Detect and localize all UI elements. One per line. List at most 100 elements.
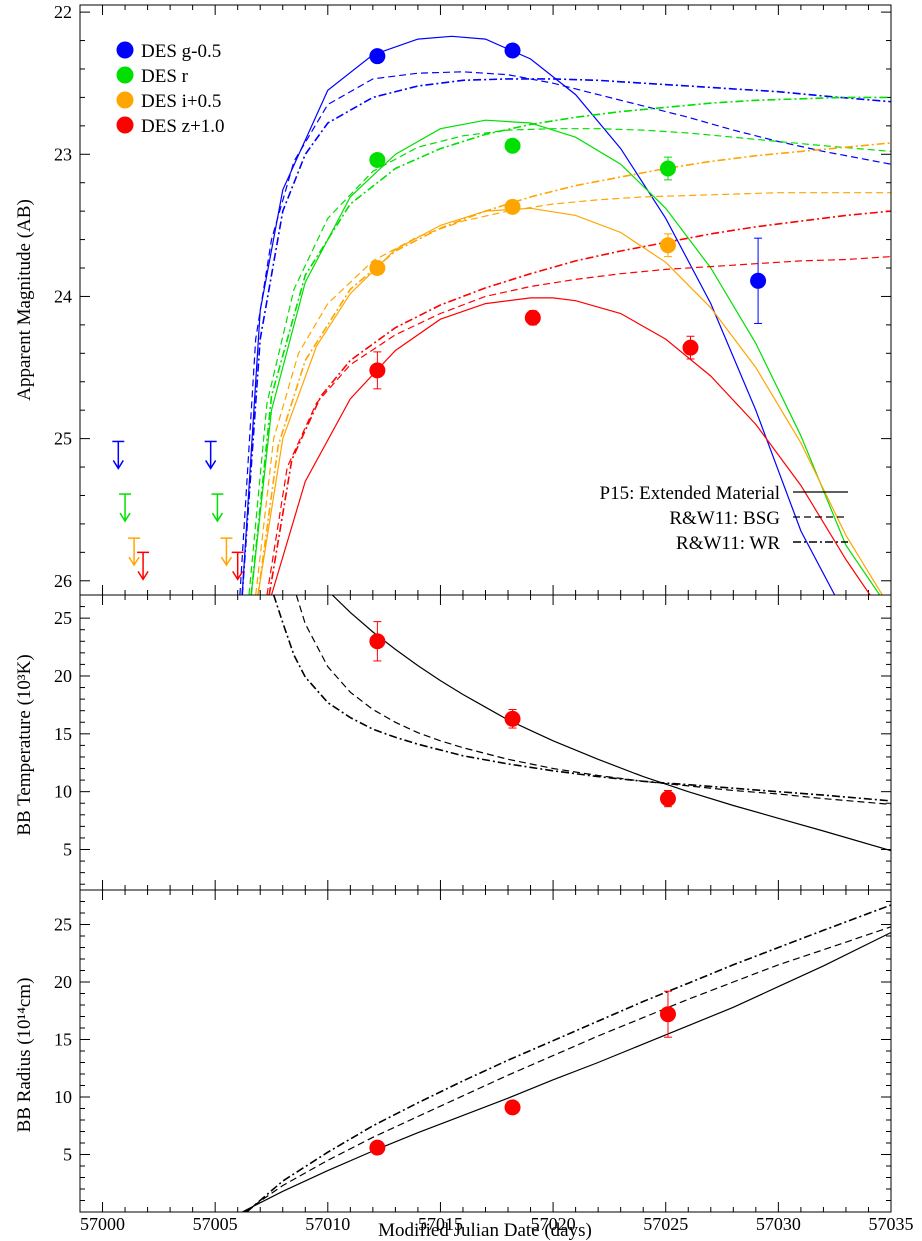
x-tick-label: 57000 — [80, 1214, 125, 1234]
radius-points — [369, 990, 676, 1156]
detection-point-g — [750, 272, 767, 289]
radius-point — [369, 1139, 386, 1156]
magnitude-ylabel: Apparent Magnitude (AB) — [14, 199, 35, 401]
magnitude-x-ticks — [102, 5, 892, 595]
legend-label-g: DES g-0.5 — [141, 41, 221, 62]
model-legend: P15: Extended Material R&W11: BSG R&W11: W… — [600, 483, 848, 554]
upper-limit-arrow-i — [220, 556, 233, 567]
radius-y-ticks: 5 10 15 20 25 — [54, 889, 891, 1213]
temperature-models — [272, 595, 891, 852]
legend-label-z: DES z+1.0 — [141, 116, 225, 137]
model-curve-z-dashed — [266, 256, 891, 595]
x-tick-labels: 57000 57005 57010 57015 57020 57025 57030 57035 — [80, 1214, 913, 1234]
detection-point-g — [504, 42, 521, 59]
upper-limit-arrow-g — [205, 460, 217, 470]
model-curve-g-dashed — [239, 71, 891, 595]
legend-marker-r — [116, 66, 134, 84]
radius-models — [241, 904, 891, 1212]
upper-limit-arrow-g — [112, 460, 124, 470]
temperature-y-tick-label: 20 — [54, 666, 72, 686]
temperature-panel: 5 10 15 20 25 — [54, 594, 892, 890]
upper-limit-arrow-i — [128, 556, 140, 567]
x-tick-label: 57025 — [643, 1214, 688, 1234]
model-curve-bb-solid — [331, 595, 891, 852]
magnitude-detections — [369, 42, 767, 390]
magnitude-models — [239, 35, 891, 595]
detection-point-i — [504, 198, 521, 215]
magnitude-y-ticks: 22 23 24 25 26 — [54, 2, 891, 591]
detection-point-r — [369, 151, 386, 168]
temperature-y-tick-label: 15 — [54, 724, 72, 744]
model-legend-label-dashdot: R&W11: WR — [676, 533, 780, 554]
radius-point — [504, 1099, 521, 1116]
radius-frame — [79, 889, 892, 1213]
model-curve-z-solid — [270, 297, 871, 595]
magnitude-y-tick-label: 26 — [54, 571, 72, 591]
legend-label-r: DES r — [141, 66, 189, 87]
model-curve-i-dashed — [255, 192, 891, 595]
upper-limit-arrow-z — [137, 570, 149, 581]
detection-point-z — [682, 339, 699, 356]
x-tick-label: 57035 — [869, 1214, 914, 1234]
x-tick-label: 57010 — [305, 1214, 350, 1234]
temperature-y-tick-label: 5 — [63, 840, 72, 860]
magnitude-upper-limits — [112, 440, 244, 581]
temperature-x-ticks — [102, 595, 892, 890]
radius-panel: 5 10 15 20 25 — [54, 889, 892, 1213]
magnitude-panel: 22 23 24 25 26 DES g-0.5 DES r DES i+0.5 DES z+… — [54, 2, 892, 595]
model-legend-label-dashed: R&W11: BSG — [669, 508, 780, 529]
temperature-point — [504, 710, 521, 727]
magnitude-y-tick-label: 25 — [54, 429, 72, 449]
model-curve-bb-dashdot — [272, 595, 891, 802]
upper-limit-arrow-z — [232, 570, 244, 581]
model-curve-bb-dashdot — [246, 904, 891, 1212]
x-tick-label: 57005 — [193, 1214, 238, 1234]
radius-y-tick-label: 20 — [54, 972, 72, 992]
x-axis-label: Modified Julian Date (days) — [378, 1220, 592, 1241]
temperature-point — [369, 633, 386, 650]
upper-limit-arrow-r — [119, 512, 131, 523]
legend-marker-z — [116, 116, 134, 134]
magnitude-y-tick-label: 22 — [54, 2, 72, 22]
radius-y-tick-label: 15 — [54, 1030, 72, 1050]
radius-y-tick-label: 5 — [63, 1145, 72, 1165]
radius-y-tick-label: 10 — [54, 1087, 72, 1107]
temperature-point — [659, 790, 676, 807]
model-curve-i-solid — [257, 207, 884, 595]
detection-point-z — [369, 362, 386, 379]
temperature-y-tick-label: 10 — [54, 782, 72, 802]
temperature-ylabel: BB Temperature (10³K) — [14, 654, 35, 835]
model-curve-i-dashdot — [257, 142, 891, 595]
model-curve-bb-dashed — [295, 595, 891, 805]
detection-point-r — [659, 160, 676, 177]
detection-point-i — [659, 237, 676, 254]
model-curve-r-dashdot — [250, 96, 891, 595]
detection-point-g — [369, 48, 386, 65]
detection-point-r — [504, 137, 521, 154]
legend-label-i: DES i+0.5 — [141, 91, 221, 112]
model-curve-r-dashed — [248, 128, 891, 595]
legend-marker-g — [116, 41, 134, 59]
magnitude-y-tick-label: 23 — [54, 144, 72, 164]
x-tick-label: 57015 — [418, 1214, 463, 1234]
temperature-points — [369, 621, 676, 808]
model-curve-z-dashdot — [268, 210, 891, 595]
model-curve-r-solid — [250, 119, 881, 595]
detection-point-z — [524, 309, 541, 326]
x-tick-label: 57020 — [531, 1214, 576, 1234]
radius-ylabel: BB Radius (10¹⁴cm) — [14, 978, 35, 1133]
temperature-y-ticks: 5 10 15 20 25 — [54, 594, 891, 885]
temperature-y-tick-label: 25 — [54, 608, 72, 628]
model-curve-g-dashdot — [241, 78, 891, 595]
upper-limit-arrow-r — [211, 512, 224, 523]
model-legend-label-solid: P15: Extended Material — [600, 483, 780, 504]
band-legend: DES g-0.5 DES r DES i+0.5 DES z+1.0 — [116, 41, 225, 137]
x-tick-label: 57030 — [756, 1214, 801, 1234]
model-curve-bb-solid — [241, 931, 891, 1212]
temperature-frame — [79, 594, 892, 891]
model-curve-g-solid — [241, 35, 836, 595]
magnitude-y-tick-label: 24 — [54, 286, 72, 306]
legend-marker-i — [116, 91, 134, 109]
radius-y-tick-label: 25 — [54, 915, 72, 935]
